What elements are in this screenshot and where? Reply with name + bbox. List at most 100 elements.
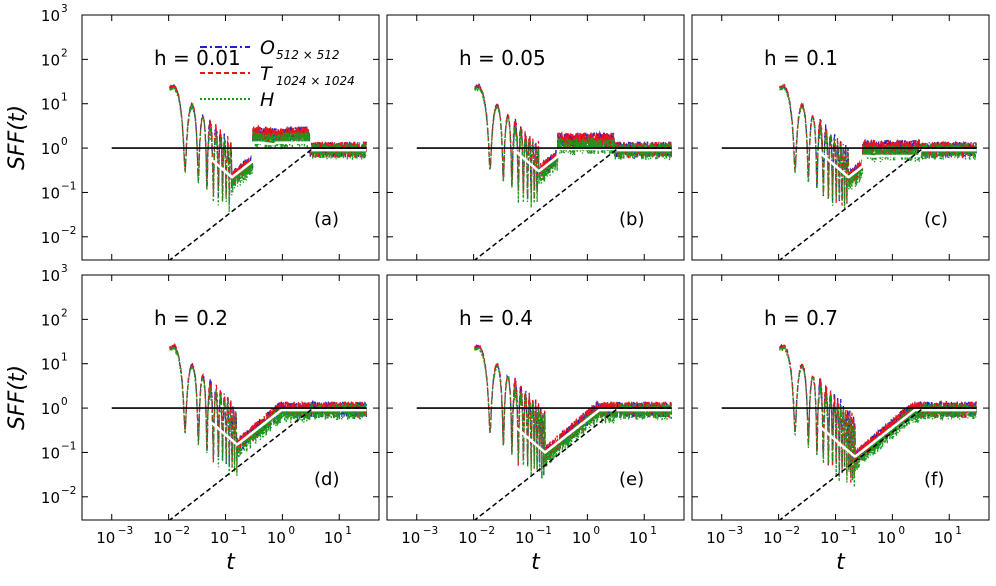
x-tick-exp: −1 xyxy=(841,525,856,537)
x-tick-exp: −1 xyxy=(536,525,551,537)
x-tick-exp: −3 xyxy=(423,525,438,537)
series-T-f xyxy=(779,343,978,483)
x-tick-exp: 0 xyxy=(288,525,295,537)
y-axis-title: SFF(t) xyxy=(5,105,30,170)
y-tick-label: 10 xyxy=(41,444,60,462)
panel-frame-d xyxy=(81,274,380,521)
x-tick-exp: 1 xyxy=(650,525,657,537)
x-axis-title: t xyxy=(836,550,846,575)
x-tick-label: 10 xyxy=(210,529,229,547)
panel-frame-a xyxy=(81,14,380,261)
y-tick-exp: 2 xyxy=(61,307,68,319)
y-tick-label: 10 xyxy=(41,267,60,285)
ramp-line-f xyxy=(778,407,977,520)
x-tick-label: 10 xyxy=(267,529,286,547)
y-tick-label: 10 xyxy=(41,356,60,374)
x-tick-label: 10 xyxy=(96,529,115,547)
x-tick-label: 10 xyxy=(629,529,648,547)
x-tick-label: 10 xyxy=(572,529,591,547)
y-tick-exp: −1 xyxy=(61,180,76,192)
legend-label-T: T xyxy=(260,63,273,85)
x-tick-exp: −2 xyxy=(785,525,800,537)
plot-area-b xyxy=(416,82,673,260)
ramp-line-d xyxy=(168,407,367,520)
h-label-a: h = 0.01 xyxy=(154,46,241,70)
x-tick-label: 10 xyxy=(458,529,477,547)
h-label-e: h = 0.4 xyxy=(459,306,533,330)
y-tick-exp: 1 xyxy=(61,352,68,364)
averaged-curve-f xyxy=(817,408,977,458)
panel-d: 10 −3 10 −2 10 −1 10 0 10 110 310 210 110 010 −110 −2h … xyxy=(5,263,380,575)
averaged-curve-c xyxy=(817,148,977,179)
x-tick-label: 10 xyxy=(401,529,420,547)
panel-frame-c xyxy=(691,14,990,261)
x-tick-exp: 0 xyxy=(593,525,600,537)
x-tick-label: 10 xyxy=(820,529,839,547)
averaged-curve-b xyxy=(512,147,672,173)
x-axis-title: t xyxy=(531,550,541,575)
series-H-a xyxy=(169,86,368,212)
panel-frame-f xyxy=(691,274,990,521)
ramp-line-a xyxy=(168,147,367,260)
y-axis-title: SFF(t) xyxy=(5,365,30,430)
averaged-curve-d xyxy=(207,408,367,446)
plot-area-f xyxy=(721,343,978,520)
y-tick-exp: 2 xyxy=(61,47,68,59)
y-tick-label: 10 xyxy=(41,51,60,69)
plot-area-d xyxy=(111,342,368,520)
x-tick-label: 10 xyxy=(763,529,782,547)
x-tick-label: 10 xyxy=(153,529,172,547)
x-axis-title: t xyxy=(226,550,236,575)
x-tick-exp: 1 xyxy=(345,525,352,537)
y-tick-exp: 3 xyxy=(61,263,68,275)
y-tick-exp: −2 xyxy=(61,485,76,497)
series-H-f xyxy=(779,345,978,488)
panel-b: h = 0.05 (b) xyxy=(386,14,685,261)
plot-area-a xyxy=(111,83,368,260)
legend-sub-T: 1024 × 1024 xyxy=(276,74,355,88)
series-T-a xyxy=(169,84,368,203)
y-tick-label: 10 xyxy=(41,229,60,247)
y-tick-exp: −1 xyxy=(61,440,76,452)
y-tick-label: 10 xyxy=(41,311,60,329)
panel-frame-e xyxy=(386,274,685,521)
x-tick-exp: −3 xyxy=(728,525,743,537)
averaged-curve-a xyxy=(207,141,367,179)
x-tick-exp: −1 xyxy=(231,525,246,537)
panel-tag-a: (a) xyxy=(314,209,339,230)
y-tick-label: 10 xyxy=(41,7,60,25)
x-tick-label: 10 xyxy=(934,529,953,547)
y-tick-label: 10 xyxy=(41,96,60,114)
x-tick-label: 10 xyxy=(324,529,343,547)
panel-f: 10 −3 10 −2 10 −1 10 0 10 1h = 0.7(f)t xyxy=(691,274,990,575)
panel-c: h = 0.1 (c) xyxy=(691,14,990,261)
y-tick-label: 10 xyxy=(41,400,60,418)
y-tick-label: 10 xyxy=(41,489,60,507)
legend-label-O: O xyxy=(260,37,275,59)
h-label-c: h = 0.1 xyxy=(764,46,838,70)
legend-label-H: H xyxy=(260,89,274,111)
x-tick-label: 10 xyxy=(706,529,725,547)
h-label-b: h = 0.05 xyxy=(459,46,546,70)
series-H-c xyxy=(779,85,978,209)
averaged-curve-e xyxy=(512,408,672,455)
ramp-line-b xyxy=(473,147,672,260)
plot-area-c xyxy=(721,83,978,260)
panel-tag-b: (b) xyxy=(619,209,644,230)
panel-tag-c: (c) xyxy=(924,209,948,230)
ramp-line-e xyxy=(473,407,672,520)
x-tick-exp: 0 xyxy=(898,525,905,537)
legend-sub-O: 512 × 512 xyxy=(276,48,340,62)
y-tick-exp: −2 xyxy=(61,225,76,237)
panel-e: 10 −3 10 −2 10 −1 10 0 10 1h = 0.4(e)t xyxy=(386,274,685,575)
plot-area-e xyxy=(416,343,673,520)
y-tick-label: 10 xyxy=(41,184,60,202)
x-tick-label: 10 xyxy=(877,529,896,547)
panel-frame-b xyxy=(386,14,685,261)
x-tick-label: 10 xyxy=(515,529,534,547)
y-tick-exp: 0 xyxy=(61,396,68,408)
y-tick-exp: 0 xyxy=(61,136,68,148)
y-tick-exp: 1 xyxy=(61,92,68,104)
